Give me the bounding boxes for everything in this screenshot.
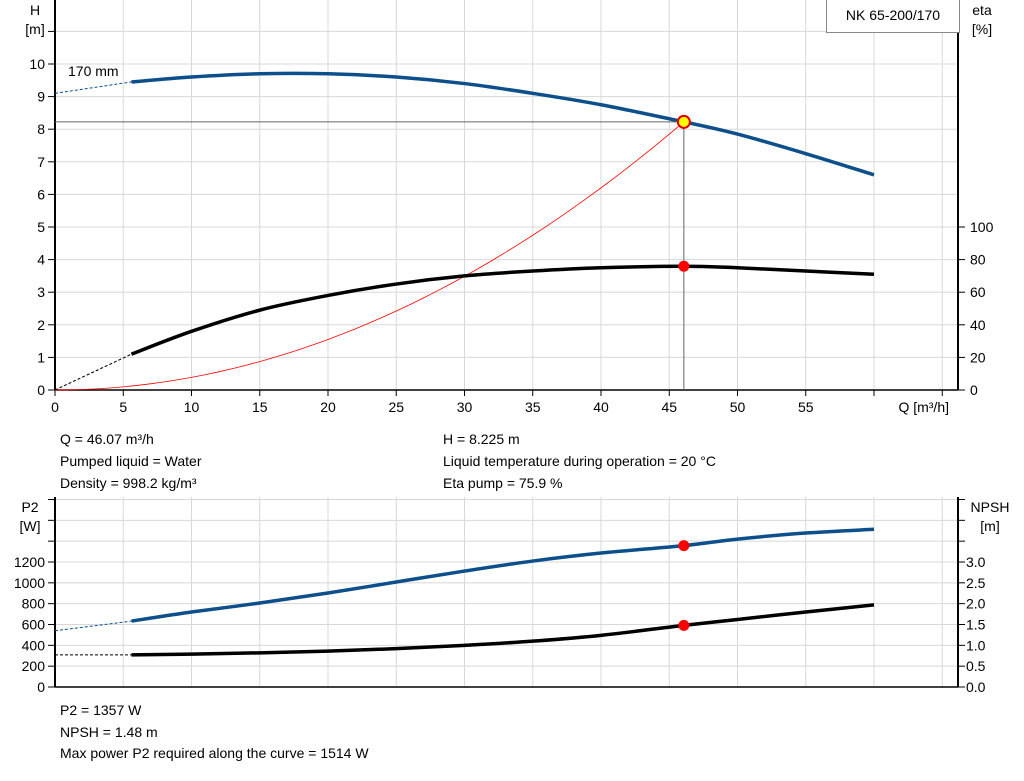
- y-tick-label-left: 400: [22, 637, 46, 653]
- y-tick-label-left: 3: [37, 284, 45, 300]
- head-curve-extrapolated: [54, 81, 132, 94]
- y-tick-label-right: 20: [970, 349, 986, 365]
- y-tick-label-right: 100: [970, 219, 994, 235]
- y-tick-label-left: 6: [37, 186, 45, 202]
- x-tick-label: 55: [798, 399, 814, 415]
- y-tick-label-left: 0: [37, 679, 45, 695]
- y-tick-label-right: 40: [970, 317, 986, 333]
- y-tick-label-left: 7: [37, 154, 45, 170]
- x-tick-label: 45: [661, 399, 677, 415]
- y-tick-label-right: 3.0: [966, 554, 986, 570]
- x-tick-label: 15: [252, 399, 268, 415]
- y-axis-label-left-unit: [m]: [25, 21, 44, 37]
- y-tick-label-left: 2: [37, 317, 45, 333]
- operating-point-marker: [676, 114, 691, 129]
- info-density: Density = 998.2 kg/m³: [60, 475, 197, 491]
- y-tick-label-right: 2.5: [966, 575, 986, 591]
- y-tick-label-right: 2.0: [966, 596, 986, 612]
- y-tick-label-right: 1.5: [966, 616, 986, 632]
- y-tick-label-left: 800: [22, 596, 46, 612]
- info-max-power: Max power P2 required along the curve = …: [60, 745, 369, 761]
- y-tick-label-left: 1200: [14, 554, 45, 570]
- y-axis-label-right: NPSH: [971, 499, 1010, 515]
- y-tick-label-left: 9: [37, 89, 45, 105]
- y-axis-label-right-unit: [%]: [972, 21, 992, 37]
- x-tick-label: 0: [51, 399, 59, 415]
- power-p2-curve-extrapolated: [54, 620, 132, 632]
- info-p2: P2 = 1357 W: [60, 702, 142, 718]
- npsh-point-marker: [678, 619, 690, 631]
- efficiency-point-marker: [678, 260, 690, 272]
- x-axis-label: Q [m³/h]: [898, 399, 949, 415]
- x-tick-label: 35: [525, 399, 541, 415]
- info-h: H = 8.225 m: [443, 431, 520, 447]
- y-tick-label-left: 5: [37, 219, 45, 235]
- x-tick-label: 25: [388, 399, 404, 415]
- y-tick-label-right: 0.0: [966, 679, 986, 695]
- x-tick-label: 20: [320, 399, 336, 415]
- plot-area-1: [55, 497, 958, 687]
- info-npsh: NPSH = 1.48 m: [60, 724, 158, 740]
- info-temp: Liquid temperature during operation = 20…: [443, 453, 716, 469]
- pump-model-label: NK 65-200/170: [826, 0, 960, 33]
- y-tick-label-right: 80: [970, 252, 986, 268]
- y-tick-label-right: 1.0: [966, 637, 986, 653]
- impeller-diameter-label: 170 mm: [68, 63, 119, 79]
- power-p2-curve: [131, 527, 875, 623]
- x-tick-label: 10: [184, 399, 200, 415]
- system-curve: [54, 121, 685, 391]
- x-tick-label: 50: [730, 399, 746, 415]
- y-tick-label-left: 4: [37, 252, 45, 268]
- y-axis-label-left: P2: [21, 499, 38, 515]
- x-tick-label: 40: [593, 399, 609, 415]
- info-eta: Eta pump = 75.9 %: [443, 475, 563, 491]
- head-curve: [131, 71, 875, 177]
- y-tick-label-right: 60: [970, 284, 986, 300]
- y-tick-label-left: 600: [22, 616, 46, 632]
- npsh-curve: [131, 603, 875, 657]
- y-tick-label-left: 8: [37, 121, 45, 137]
- y-axis-label-right-unit: [m]: [980, 518, 999, 534]
- y-tick-label-right: 0: [970, 382, 978, 398]
- power-point-marker: [678, 540, 690, 552]
- y-tick-label-left: 10: [29, 56, 45, 72]
- y-axis-label-left: H: [30, 2, 40, 18]
- y-tick-label-left: 1000: [14, 575, 45, 591]
- info-q: Q = 46.07 m³/h: [60, 431, 154, 447]
- y-axis-label-right: eta: [972, 2, 992, 18]
- efficiency-curve: [130, 264, 875, 356]
- y-axis-label-left-unit: [W]: [20, 518, 41, 534]
- y-tick-label-left: 0: [37, 382, 45, 398]
- x-tick-label: 30: [457, 399, 473, 415]
- info-liquid: Pumped liquid = Water: [60, 453, 202, 469]
- x-tick-label: 5: [119, 399, 127, 415]
- y-tick-label-right: 0.5: [966, 658, 986, 674]
- y-tick-label-left: 200: [22, 658, 46, 674]
- y-tick-label-left: 1: [37, 349, 45, 365]
- efficiency-curve-extrapolated: [54, 353, 132, 391]
